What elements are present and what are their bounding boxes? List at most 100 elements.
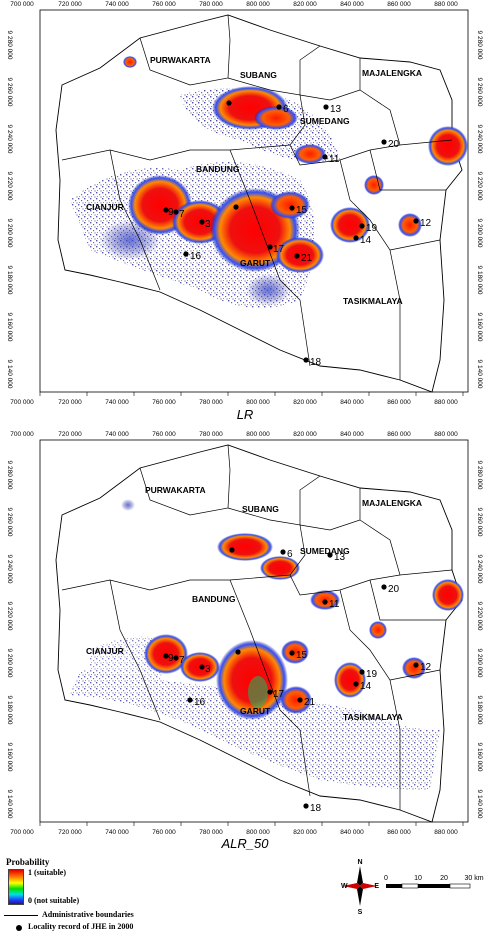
x-tick-label: 820 000	[293, 829, 317, 836]
x-tick-label: 780 000	[199, 399, 223, 406]
boundary-line-symbol	[4, 915, 38, 916]
x-tick-label: 760 000	[152, 431, 176, 438]
y-tick-label: 9 200 000	[6, 649, 13, 678]
locality-dot	[327, 552, 333, 558]
x-tick-label: 840 000	[340, 431, 364, 438]
admin-boundaries	[61, 444, 453, 810]
map-frame	[39, 439, 469, 823]
locality-dot	[322, 154, 328, 160]
locality-label: 11	[329, 154, 340, 165]
x-ticks	[39, 392, 464, 396]
compass-s: S	[358, 909, 363, 916]
y-tick-label: 9 260 000	[476, 508, 483, 537]
x-tick-label: 860 000	[387, 829, 411, 836]
x-tick-label: 740 000	[105, 399, 129, 406]
locality-label: Locality record of JHE in 2000	[28, 922, 134, 931]
legend-bottom-label: 0 (not suitable)	[28, 896, 80, 905]
y-tick-label: 9 160 000	[6, 743, 13, 772]
y-tick-label: 9 260 000	[6, 78, 13, 107]
x-tick-label: 820 000	[293, 1, 317, 8]
suitability-layer	[70, 499, 464, 790]
y-tick-label: 9 200 000	[6, 219, 13, 248]
locality-label: 18	[310, 803, 322, 814]
locality-label: 16	[190, 251, 202, 262]
locality-label: 3	[205, 219, 211, 230]
y-tick-label: 9 160 000	[476, 743, 483, 772]
y-tick-label: 9 140 000	[6, 790, 13, 819]
x-tick-label: 760 000	[152, 829, 176, 836]
locality-label: 20	[388, 584, 400, 595]
locality-dot	[173, 655, 179, 661]
x-tick-label: 740 000	[105, 1, 129, 8]
x-tick-label: 720 000	[58, 399, 82, 406]
x-tick-label: 740 000	[105, 829, 129, 836]
region-label: PURWAKARTA	[145, 485, 206, 495]
panel-title: ALR_50	[221, 836, 270, 850]
locality-label: 6	[283, 104, 289, 115]
locality-dot	[187, 697, 193, 703]
locality-dot	[303, 357, 309, 363]
x-tick-label: 860 000	[387, 1, 411, 8]
locality-label: 19	[366, 669, 378, 680]
x-tick-label: 720 000	[58, 829, 82, 836]
scale-bar: 0 10 20 30 km	[384, 875, 484, 889]
boundary-label: Administrative boundaries	[42, 910, 134, 919]
y-tick-label: 9 140 000	[6, 360, 13, 389]
x-tick-label: 760 000	[152, 1, 176, 8]
locality-label: 19	[366, 223, 378, 234]
locality-label: 11	[329, 599, 340, 610]
map-alr50: 700 000 720 000 740 000 760 000 780 000 …	[6, 431, 483, 851]
locality-dot	[323, 104, 329, 110]
x-tick-label: 880 000	[434, 1, 458, 8]
admin-boundaries	[61, 14, 453, 380]
y-tick-label: 9 260 000	[6, 508, 13, 537]
x-tick-label: 800 000	[246, 431, 270, 438]
x-tick-label: 700 000	[10, 829, 34, 836]
x-ticks	[39, 822, 464, 826]
locality-label: 20	[388, 139, 400, 150]
locality-dot	[297, 697, 303, 703]
y-tick-label: 9 200 000	[476, 219, 483, 248]
y-tick-label: 9 200 000	[476, 649, 483, 678]
region-label: SUMEDANG	[300, 116, 350, 126]
y-tick-label: 9 180 000	[476, 696, 483, 725]
locality-label: 15	[296, 650, 308, 661]
y-tick-label: 9 280 000	[476, 461, 483, 490]
locality-dot	[199, 664, 205, 670]
x-tick-label: 740 000	[105, 431, 129, 438]
region-label: TASIKMALAYA	[343, 712, 403, 722]
y-tick-label: 9 240 000	[476, 125, 483, 154]
y-tick-label: 9 140 000	[476, 790, 483, 819]
locality-label: 9	[168, 653, 174, 664]
locality-label: 7	[179, 209, 185, 220]
scale-label: 10	[414, 875, 422, 882]
region-label: TASIKMALAYA	[343, 296, 403, 306]
y-tick-label: 9 160 000	[6, 313, 13, 342]
north-arrow-icon: N S W E	[341, 859, 379, 916]
locality-dot	[353, 681, 359, 687]
locality-dot	[413, 662, 419, 668]
locality-dot	[359, 223, 365, 229]
map-frame	[39, 9, 469, 393]
region-label: BANDUNG	[192, 594, 236, 604]
x-tick-label: 800 000	[246, 1, 270, 8]
locality-label: 16	[194, 697, 206, 708]
locality-dot	[381, 584, 387, 590]
locality-dot	[353, 235, 359, 241]
legend-title: Probability	[6, 857, 50, 867]
y-tick-label: 9 180 000	[6, 266, 13, 295]
locality-label: 21	[304, 697, 316, 708]
locality-label: 13	[330, 104, 342, 115]
map-panel-alr50: 700 000 720 000 740 000 760 000 780 000 …	[0, 430, 490, 851]
y-tick-label: 9 240 000	[6, 555, 13, 584]
x-tick-label: 780 000	[199, 1, 223, 8]
locality-dot	[289, 205, 295, 211]
x-tick-label: 880 000	[434, 399, 458, 406]
y-tick-label: 9 240 000	[476, 555, 483, 584]
locality-dot	[303, 803, 309, 809]
y-tick-label: 9 280 000	[6, 31, 13, 60]
scale-label: 0	[384, 875, 388, 882]
y-tick-label: 9 280 000	[6, 461, 13, 490]
locality-dot	[276, 104, 282, 110]
x-tick-label: 700 000	[10, 399, 34, 406]
